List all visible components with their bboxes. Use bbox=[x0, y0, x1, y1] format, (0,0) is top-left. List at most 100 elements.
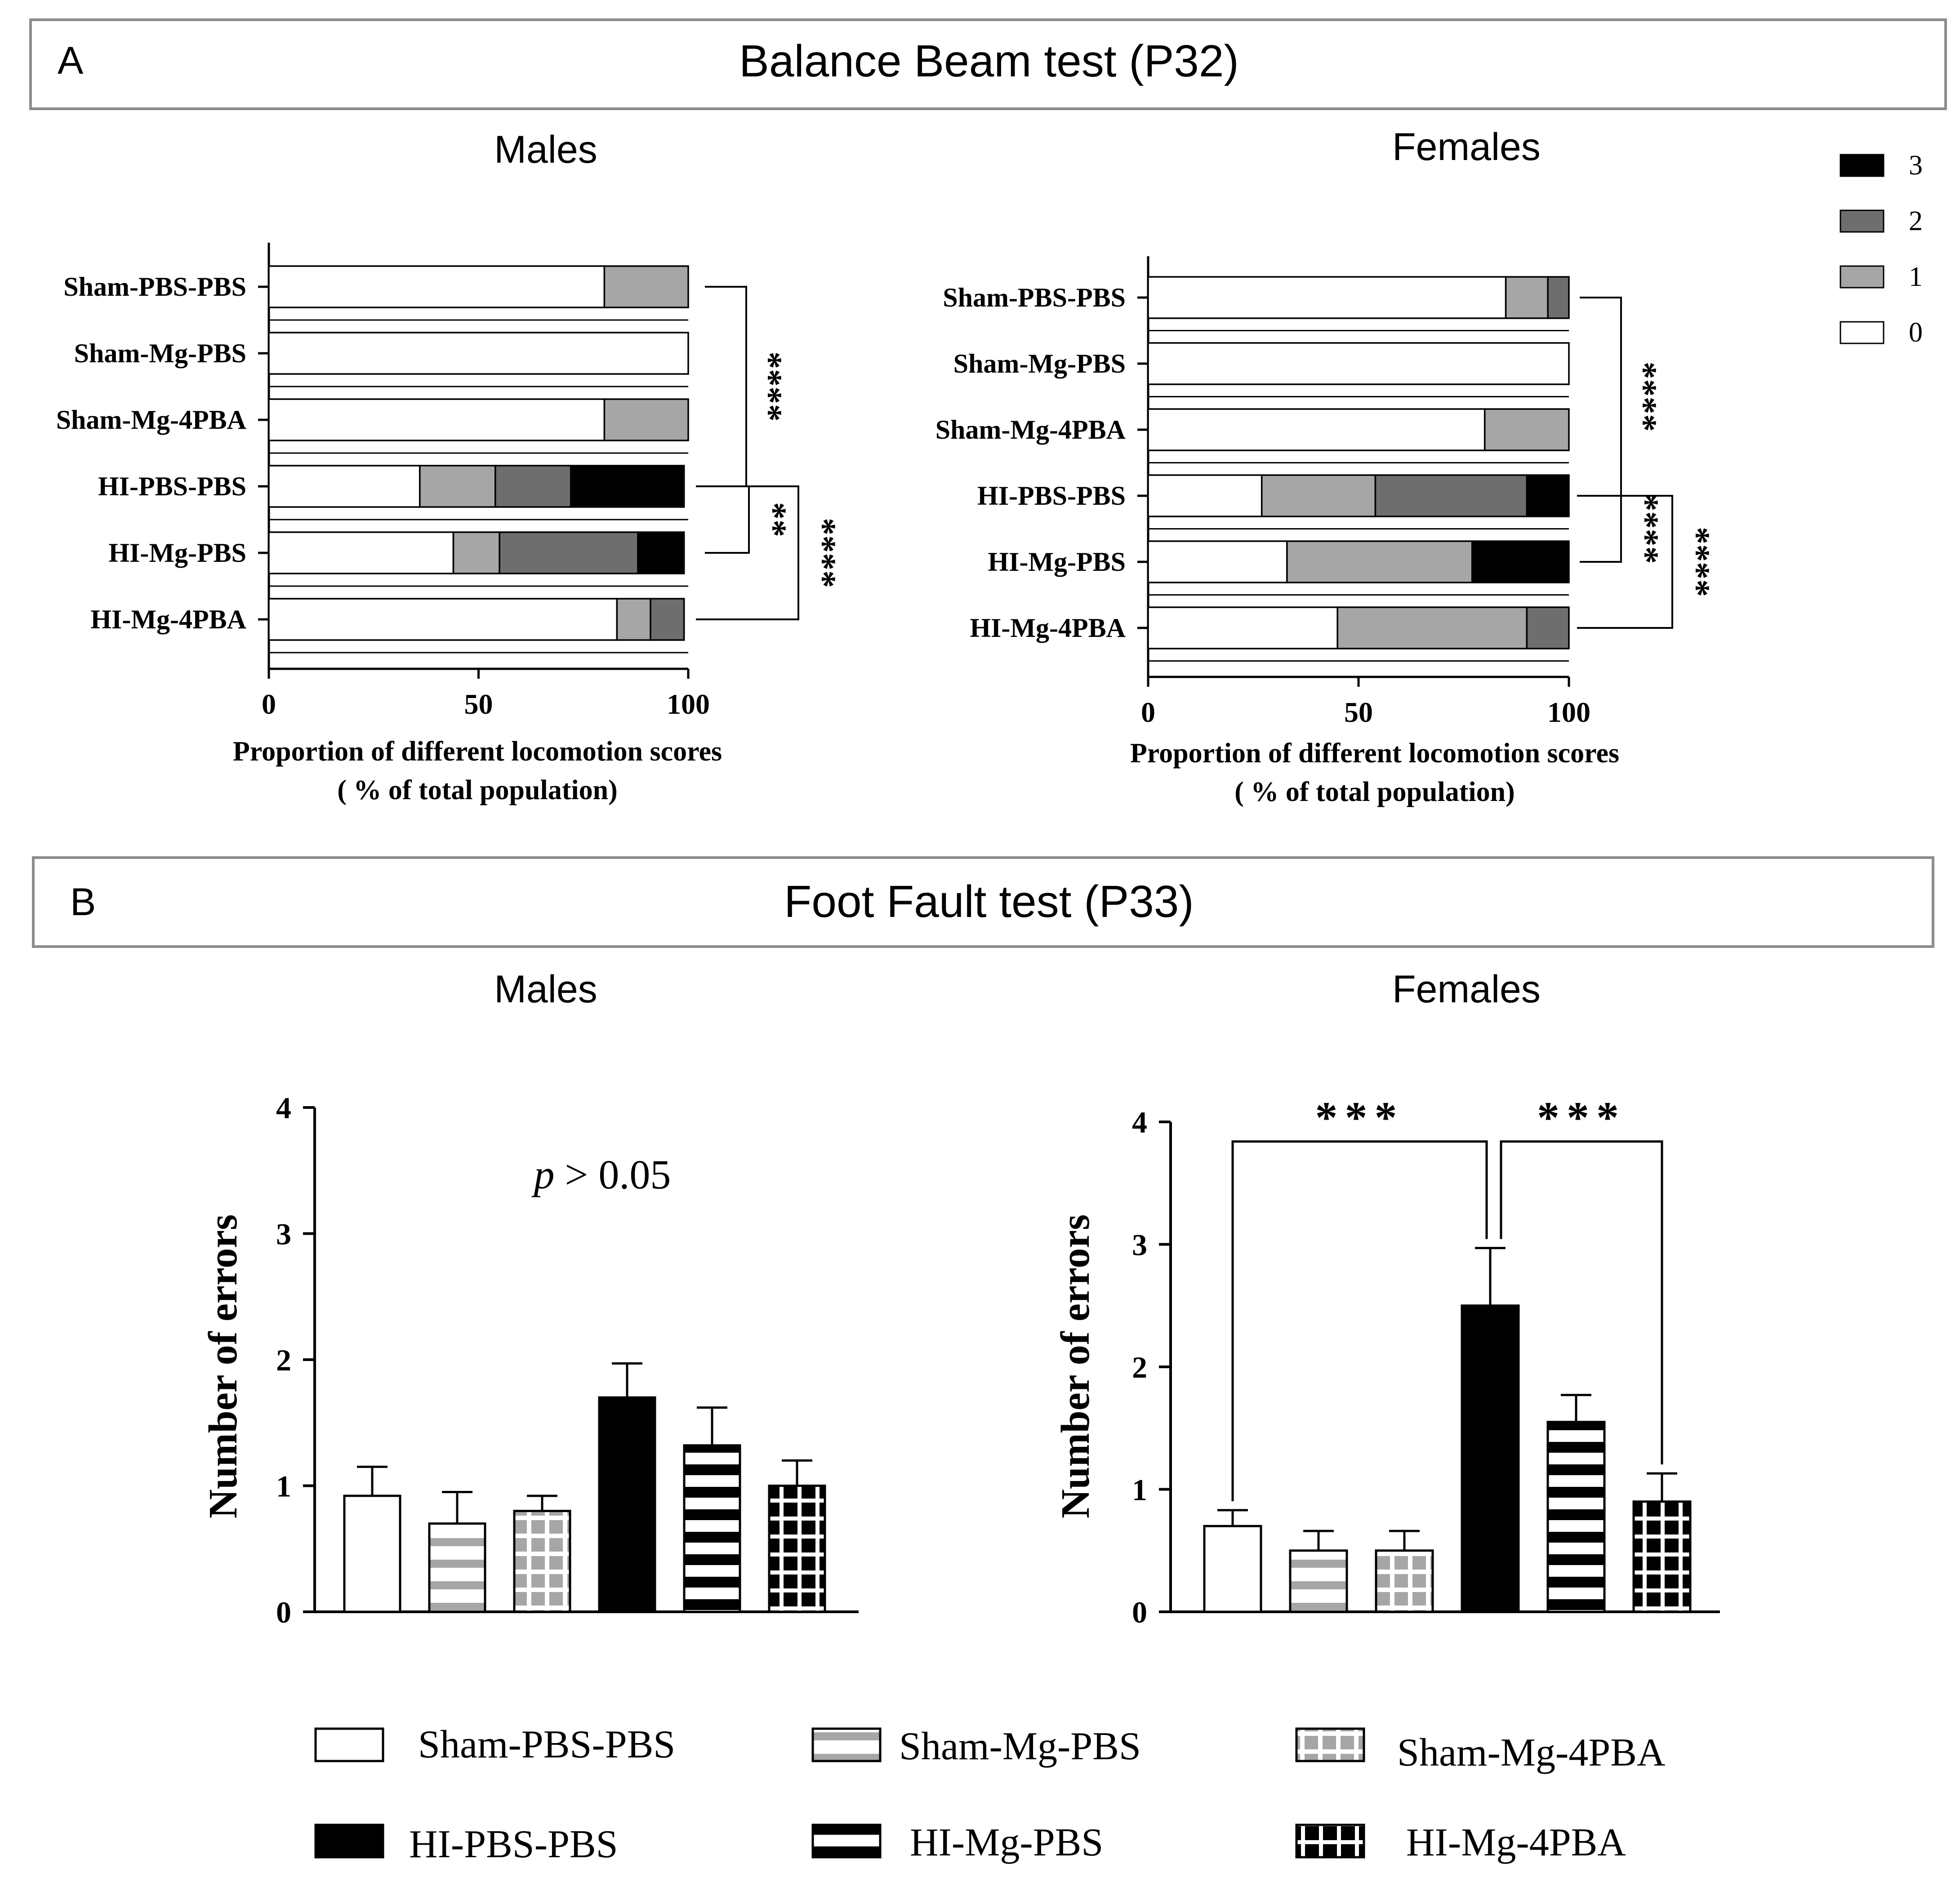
bar-segment-hi-pbs-pbs-score-1 bbox=[419, 465, 496, 508]
b-females-title: Females bbox=[1392, 968, 1541, 1011]
bar-segment-hi-mg-pbs-score-0 bbox=[268, 531, 454, 574]
score-legend-label-0: 0 bbox=[1909, 317, 1923, 348]
y-tick-label: 0 bbox=[276, 1595, 291, 1629]
bar-hi-mg-4pba bbox=[768, 1485, 826, 1613]
bar-segment-sham-mg-4pba-score-0 bbox=[268, 398, 606, 441]
bar-sham-mg-pbs bbox=[428, 1522, 486, 1613]
y-tick-label: 2 bbox=[276, 1343, 291, 1377]
x-tick-label: 0 bbox=[262, 688, 276, 720]
y-tick-label-sham-pbs-pbs: Sham-PBS-PBS bbox=[63, 272, 246, 302]
significance-label: ** bbox=[755, 502, 794, 537]
bar-segment-hi-mg-4pba-score-2 bbox=[650, 598, 685, 641]
y-tick-label: 1 bbox=[1132, 1473, 1147, 1507]
bar-sham-mg-4pba bbox=[513, 1510, 571, 1613]
y-tick-label-sham-mg-pbs: Sham-Mg-PBS bbox=[953, 349, 1126, 378]
a-males-chart: 0 50 100 Sham-PBS-PBS Sham-Mg-PBS Sham-Mg-4PB… bbox=[56, 243, 843, 720]
a-females-xlabel2: ( % of total population) bbox=[1234, 777, 1515, 807]
y-tick-label-hi-mg-4pba: HI-Mg-4PBA bbox=[90, 605, 246, 634]
group-legend-swatch-sham-pbs-pbs bbox=[314, 1727, 384, 1762]
bar-hi-mg-pbs bbox=[683, 1444, 741, 1613]
group-legend-swatch-sham-mg-4pba bbox=[1295, 1727, 1365, 1762]
significance-label: **** bbox=[1625, 362, 1664, 432]
bar-segment-sham-pbs-pbs-score-1 bbox=[603, 265, 689, 308]
bar-hi-pbs-pbs bbox=[1461, 1304, 1520, 1613]
bar-segment-hi-mg-pbs-score-2 bbox=[499, 531, 639, 574]
bar-segment-hi-pbs-pbs-score-2 bbox=[494, 465, 572, 508]
bar-segment-hi-mg-pbs-score-3 bbox=[1471, 540, 1570, 583]
significance-bracket bbox=[705, 485, 750, 554]
bar-segment-sham-mg-pbs-score-0 bbox=[268, 332, 689, 375]
bar-segment-hi-mg-pbs-score-1 bbox=[452, 531, 500, 574]
score-legend-label-3: 3 bbox=[1909, 150, 1923, 181]
bar-segment-hi-mg-4pba-score-1 bbox=[616, 598, 651, 641]
bar-segment-hi-mg-4pba-score-2 bbox=[1526, 606, 1570, 649]
bar-sham-pbs-pbs bbox=[1203, 1525, 1262, 1613]
bar-segment-sham-mg-4pba-score-0 bbox=[1147, 408, 1486, 451]
a-males-title: Males bbox=[494, 128, 597, 171]
y-tick-label-hi-pbs-pbs: HI-PBS-PBS bbox=[98, 471, 246, 501]
y-tick-label-hi-mg-pbs: HI-Mg-PBS bbox=[108, 538, 246, 568]
y-tick-label: 4 bbox=[1132, 1105, 1147, 1139]
bar-hi-pbs-pbs bbox=[598, 1396, 656, 1613]
bar-sham-mg-pbs bbox=[1289, 1549, 1348, 1613]
bar-segment-sham-pbs-pbs-score-2 bbox=[1547, 276, 1570, 319]
bar-segment-hi-mg-pbs-score-3 bbox=[637, 531, 685, 574]
x-tick-label: 50 bbox=[1344, 696, 1373, 728]
x-tick-label: 100 bbox=[1547, 696, 1590, 728]
group-legend-label-sham-mg-pbs: Sham-Mg-PBS bbox=[899, 1725, 1141, 1768]
a-males-xlabel: Proportion of different locomotion score… bbox=[233, 736, 722, 767]
significance-bracket bbox=[1500, 1140, 1663, 1465]
panel-a-letter: A bbox=[58, 39, 84, 82]
group-legend: Sham-PBS-PBS Sham-Mg-PBS Sham-Mg-4PBA HI-PB… bbox=[314, 1723, 1666, 1866]
bar-segment-hi-pbs-pbs-score-1 bbox=[1261, 474, 1376, 517]
pvalue-italic-p: p bbox=[531, 1152, 555, 1197]
a-males-xlabel2: ( % of total population) bbox=[337, 775, 617, 805]
b-males-title: Males bbox=[494, 968, 597, 1011]
bar-segment-hi-pbs-pbs-score-0 bbox=[1147, 474, 1263, 517]
significance-bracket bbox=[1231, 1140, 1488, 1501]
y-tick-label-sham-mg-4pba: Sham-Mg-4PBA bbox=[935, 415, 1126, 445]
bar-segment-hi-mg-4pba-score-1 bbox=[1336, 606, 1528, 649]
a-females-chart: 0 50 100 Sham-PBS-PBS Sham-Mg-PBS Sham-Mg-4PB… bbox=[935, 256, 1717, 728]
bar-segment-sham-pbs-pbs-score-0 bbox=[1147, 276, 1507, 319]
significance-label: **** bbox=[1678, 527, 1717, 597]
bar-segment-hi-mg-pbs-score-1 bbox=[1286, 540, 1473, 583]
panel-b-header-box bbox=[32, 856, 1934, 948]
bar-segment-sham-mg-4pba-score-1 bbox=[603, 398, 689, 441]
significance-label: **** bbox=[804, 518, 843, 588]
score-legend-label-2: 2 bbox=[1909, 206, 1923, 236]
bar-segment-sham-pbs-pbs-score-1 bbox=[1505, 276, 1549, 319]
y-tick-label: 3 bbox=[276, 1217, 291, 1251]
y-tick-label-hi-pbs-pbs: HI-PBS-PBS bbox=[977, 481, 1126, 511]
score-legend-swatch-1 bbox=[1840, 265, 1884, 289]
score-legend-swatch-2 bbox=[1840, 209, 1884, 233]
b-females-ylabel: Number of errors bbox=[1053, 1214, 1098, 1519]
bar-segment-sham-mg-pbs-score-0 bbox=[1147, 342, 1570, 385]
bar-sham-mg-4pba bbox=[1375, 1549, 1434, 1613]
bar-segment-hi-mg-pbs-score-0 bbox=[1147, 540, 1288, 583]
group-legend-label-sham-mg-4pba: Sham-Mg-4PBA bbox=[1397, 1731, 1666, 1775]
bar-segment-hi-pbs-pbs-score-3 bbox=[1526, 474, 1570, 517]
y-tick-label-hi-mg-4pba: HI-Mg-4PBA bbox=[970, 613, 1126, 643]
y-tick-label: 4 bbox=[276, 1091, 291, 1125]
b-females-chart: 0 1 2 3 4 *** *** bbox=[1132, 1093, 1720, 1629]
x-tick-label: 0 bbox=[1141, 696, 1155, 728]
significance-label: *** bbox=[1315, 1093, 1404, 1143]
x-tick-label: 100 bbox=[667, 688, 710, 720]
significance-bracket bbox=[705, 286, 747, 487]
score-legend-label-1: 1 bbox=[1909, 262, 1923, 292]
panel-a-title: Balance Beam test (P32) bbox=[739, 36, 1239, 86]
bar-segment-sham-pbs-pbs-score-0 bbox=[268, 265, 606, 308]
pvalue-text: > 0.05 bbox=[555, 1152, 671, 1197]
panel-a-header-box bbox=[29, 18, 1947, 110]
bar-segment-hi-pbs-pbs-score-0 bbox=[268, 465, 421, 508]
panel-b-title: Foot Fault test (P33) bbox=[784, 876, 1194, 927]
bar-segment-hi-mg-4pba-score-0 bbox=[1147, 606, 1338, 649]
significance-bracket bbox=[696, 485, 799, 620]
bar-sham-pbs-pbs bbox=[343, 1494, 401, 1613]
significance-bracket bbox=[1577, 495, 1673, 629]
group-legend-label-hi-mg-4pba: HI-Mg-4PBA bbox=[1406, 1821, 1626, 1864]
group-legend-label-hi-mg-pbs: HI-Mg-PBS bbox=[910, 1821, 1103, 1864]
b-males-pvalue: p > 0.05 bbox=[531, 1152, 671, 1197]
